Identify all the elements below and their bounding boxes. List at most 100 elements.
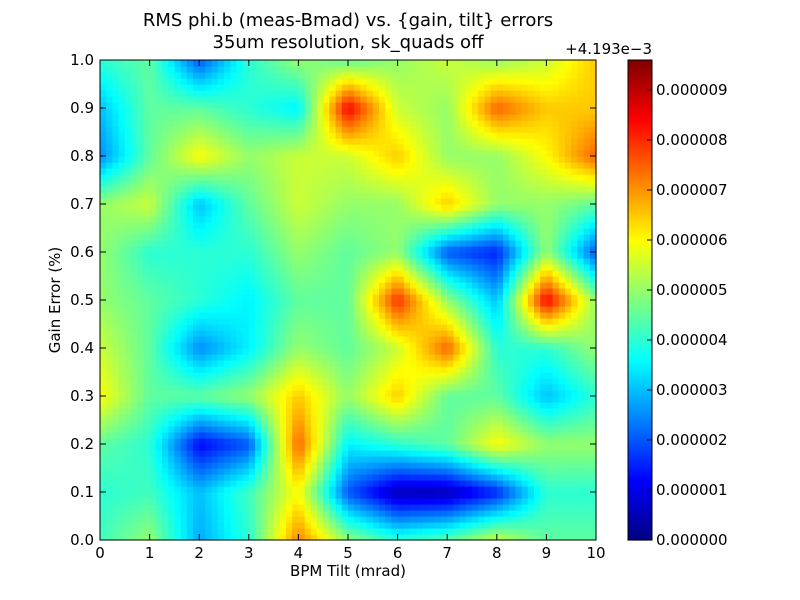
heatmap-cell <box>149 354 157 361</box>
heatmap-cell <box>490 318 498 325</box>
heatmap-cell <box>174 498 182 505</box>
heatmap-cell <box>379 384 386 391</box>
heatmap-cell <box>434 498 442 505</box>
heatmap-cell <box>162 462 169 469</box>
heatmap-cell <box>515 420 523 427</box>
heatmap-cell <box>124 360 132 367</box>
heatmap-cell <box>248 180 256 187</box>
heatmap-cell <box>304 174 312 181</box>
heatmap-cell <box>217 474 225 481</box>
heatmap-cell <box>583 432 591 439</box>
heatmap-cell <box>341 252 349 259</box>
heatmap-cell <box>558 354 566 361</box>
heatmap-cell <box>385 396 392 403</box>
heatmap-cell <box>447 498 454 505</box>
heatmap-cell <box>583 414 591 421</box>
heatmap-cell <box>112 330 120 337</box>
heatmap-cell <box>205 384 213 391</box>
heatmap-cell <box>255 396 262 403</box>
heatmap-cell <box>174 156 182 163</box>
heatmap-cell <box>391 486 399 493</box>
heatmap-cell <box>552 498 560 505</box>
heatmap-cell <box>434 168 442 175</box>
heatmap-cell <box>155 174 163 181</box>
heatmap-cell <box>410 234 417 241</box>
heatmap-cell <box>434 510 442 517</box>
heatmap-cell <box>428 168 436 175</box>
heatmap-cell <box>465 342 473 349</box>
heatmap-cell <box>273 384 281 391</box>
heatmap-cell <box>174 240 182 247</box>
heatmap-cell <box>583 354 591 361</box>
heatmap-cell <box>279 384 287 391</box>
heatmap-cell <box>298 168 306 175</box>
heatmap-cell <box>279 474 287 481</box>
heatmap-cell <box>279 270 287 277</box>
heatmap-cell <box>583 378 591 385</box>
heatmap-cell <box>180 492 188 499</box>
heatmap-cell <box>211 270 219 277</box>
heatmap-cell <box>416 378 423 385</box>
heatmap-cell <box>248 294 256 301</box>
heatmap-cell <box>205 504 213 511</box>
heatmap-cell <box>391 522 399 529</box>
heatmap-cell <box>341 330 349 337</box>
heatmap-cell <box>441 408 448 415</box>
heatmap-cell <box>484 504 492 511</box>
heatmap-cell <box>589 426 597 433</box>
heatmap-cell <box>465 234 473 241</box>
heatmap-cell <box>304 210 312 217</box>
heatmap-cell <box>354 414 361 421</box>
heatmap-cell <box>304 486 312 493</box>
heatmap-cell <box>329 492 337 499</box>
heatmap-cell <box>577 528 585 535</box>
heatmap-cell <box>323 390 330 397</box>
heatmap-cell <box>323 228 330 235</box>
heatmap-cell <box>279 300 287 307</box>
heatmap-cell <box>193 282 200 289</box>
heatmap-cell <box>230 438 237 445</box>
heatmap-cell <box>447 264 454 271</box>
heatmap-cell <box>465 246 473 253</box>
heatmap-cell <box>273 438 281 445</box>
heatmap-cell <box>453 402 461 409</box>
heatmap-cell <box>441 180 448 187</box>
heatmap-cell <box>236 498 244 505</box>
heatmap-cell <box>137 294 144 301</box>
heatmap-cell <box>490 258 498 265</box>
heatmap-cell <box>403 210 411 217</box>
heatmap-cell <box>335 372 343 379</box>
heatmap-cell <box>515 312 523 319</box>
heatmap-cell <box>335 420 343 427</box>
heatmap-cell <box>106 306 113 313</box>
heatmap-cell <box>379 510 386 517</box>
heatmap-cell <box>329 384 337 391</box>
heatmap-cell <box>224 252 231 259</box>
heatmap-cell <box>521 378 529 385</box>
heatmap-cell <box>261 396 268 403</box>
heatmap-cell <box>292 474 299 481</box>
heatmap-cell <box>422 474 430 481</box>
heatmap-cell <box>403 498 411 505</box>
heatmap-cell <box>155 180 163 187</box>
heatmap-cell <box>143 402 151 409</box>
heatmap-cell <box>565 354 572 361</box>
heatmap-cell <box>472 426 479 433</box>
heatmap-cell <box>428 288 436 295</box>
heatmap-cell <box>379 522 386 529</box>
heatmap-cell <box>515 450 523 457</box>
heatmap-cell <box>372 456 380 463</box>
heatmap-cell <box>292 342 299 349</box>
heatmap-cell <box>149 342 157 349</box>
heatmap-cell <box>441 300 448 307</box>
heatmap-cell <box>174 210 182 217</box>
heatmap-cell <box>155 366 163 373</box>
heatmap-cell <box>428 468 436 475</box>
heatmap-cell <box>428 516 436 523</box>
heatmap-cell <box>298 216 306 223</box>
heatmap-cell <box>354 288 361 295</box>
heatmap-cell <box>180 474 188 481</box>
heatmap-cell <box>205 306 213 313</box>
heatmap-cell <box>558 222 566 229</box>
heatmap-cell <box>354 474 361 481</box>
